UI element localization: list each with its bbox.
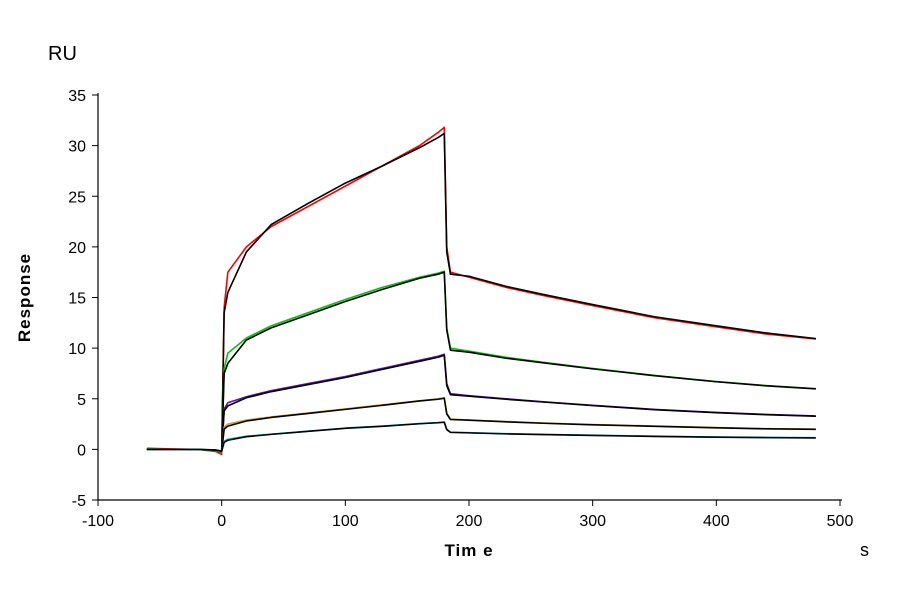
s-unit-label: s <box>860 540 869 560</box>
y-axis-title: Response <box>15 253 34 342</box>
ru-unit-label: RU <box>48 43 77 65</box>
y-tick-label: 10 <box>68 341 86 358</box>
x-tick-label: 0 <box>217 513 226 530</box>
x-axis-title: Tim e <box>444 541 493 560</box>
x-tick-label: 200 <box>456 513 483 530</box>
x-tick-label: -100 <box>82 513 114 530</box>
chart-svg: -5 0 5 10 15 20 25 30 35 -100 0 100 200 300 400 500 Tim … <box>0 0 900 600</box>
chart-background <box>0 0 900 600</box>
y-tick-label: 20 <box>68 240 86 257</box>
y-tick-label: 25 <box>68 189 86 206</box>
y-tick-label: 15 <box>68 291 86 308</box>
y-tick-label: 0 <box>77 442 86 459</box>
y-tick-label: 35 <box>68 88 86 105</box>
x-tick-label: 400 <box>703 513 730 530</box>
spr-sensorgram-chart: -5 0 5 10 15 20 25 30 35 -100 0 100 200 300 400 500 Tim … <box>0 0 900 600</box>
y-tick-label: -5 <box>72 493 86 510</box>
x-tick-label: 300 <box>579 513 606 530</box>
y-tick-label: 30 <box>68 139 86 156</box>
y-tick-label: 5 <box>77 392 86 409</box>
x-tick-label: 100 <box>332 513 359 530</box>
x-tick-label: 500 <box>827 513 854 530</box>
